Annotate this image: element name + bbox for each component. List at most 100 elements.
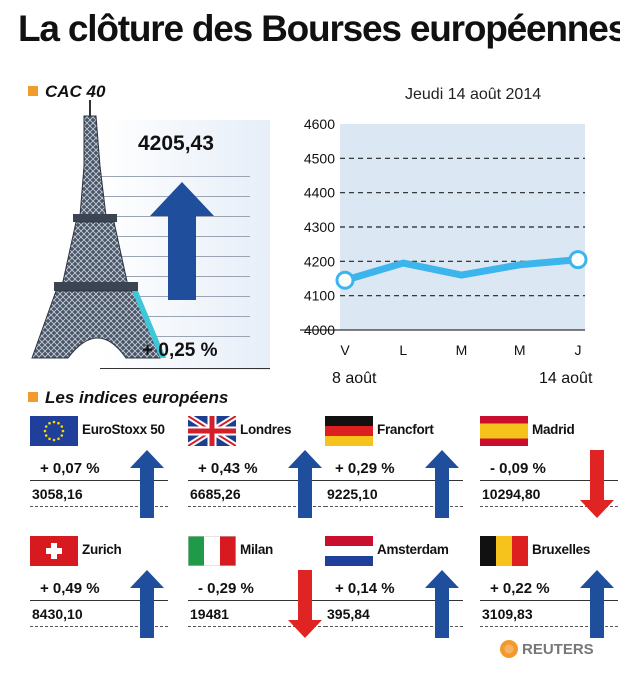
market-card-uk: Londres + 0,43 % 6685,26 [186, 413, 338, 536]
x-tick-label: L [399, 342, 407, 358]
down-arrow-icon [580, 450, 614, 523]
market-name: EuroStoxx 50 [82, 422, 165, 437]
cac-panel-baseline [100, 368, 270, 369]
cac-panel-line [100, 336, 250, 337]
cac-line-chart: 4000 4100 4200 4300 4400 4500 4600 V L M M J [300, 116, 588, 358]
up-arrow-icon [288, 450, 322, 523]
europe-section-heading: Les indices européens [28, 388, 228, 408]
market-name: Amsterdam [377, 542, 449, 557]
market-card-nl: Amsterdam + 0,14 % 395,84 [325, 536, 475, 656]
market-name: Bruxelles [532, 542, 591, 557]
flag-es-icon [480, 416, 528, 446]
market-change: - 0,29 % [198, 580, 254, 597]
flag-nl-icon [325, 536, 373, 566]
market-divider [188, 600, 326, 601]
y-tick-label: 4100 [304, 288, 335, 304]
market-dashed-line [480, 626, 618, 627]
y-tick-label: 4000 [304, 322, 335, 338]
market-value: 395,84 [327, 606, 370, 622]
market-card-es: Madrid - 0,09 % 10294,80 [480, 416, 620, 536]
y-tick-label: 4600 [304, 116, 335, 132]
market-change: + 0,43 % [198, 460, 258, 477]
market-divider [480, 600, 618, 601]
up-arrow-icon [425, 450, 459, 523]
flag-uk-icon [186, 413, 238, 449]
flag-it-icon [187, 535, 237, 567]
reuters-logo-icon [500, 640, 518, 658]
market-dashed-line [325, 506, 463, 507]
market-value: 9225,10 [327, 486, 378, 502]
cac-change: + 0,25 % [142, 340, 218, 361]
market-dashed-line [188, 506, 326, 507]
start-point [335, 270, 355, 290]
market-divider [30, 600, 168, 601]
cac-section-label: CAC 40 [45, 82, 106, 101]
page-title: La clôture des Bourses européennes [18, 8, 620, 49]
market-dashed-line [30, 506, 168, 507]
x-sub-label-end: 14 août [539, 370, 593, 387]
series-line [341, 256, 582, 284]
x-tick-label: V [340, 342, 350, 358]
y-tick-label: 4300 [304, 219, 335, 235]
up-arrow-icon [580, 570, 614, 643]
market-card-it: Milan - 0,29 % 19481 [187, 535, 338, 656]
market-dashed-line [188, 626, 326, 627]
market-dashed-line [480, 506, 618, 507]
down-arrow-icon [288, 570, 322, 643]
market-value: 8430,10 [32, 606, 83, 622]
cac-panel-line [100, 316, 250, 317]
market-card-be: Bruxelles + 0,22 % 3109,83 [480, 536, 620, 656]
market-value: 3109,83 [482, 606, 533, 622]
market-divider [188, 480, 326, 481]
market-divider [30, 480, 168, 481]
market-divider [325, 600, 463, 601]
market-change: + 0,07 % [40, 460, 100, 477]
market-name: Londres [240, 422, 292, 437]
up-arrow-icon [130, 570, 164, 643]
market-value: 3058,16 [32, 486, 83, 502]
x-tick-label: J [575, 342, 582, 358]
market-card-de: Francfort + 0,29 % 9225,10 [325, 416, 475, 536]
cac-value: 4205,43 [138, 132, 214, 155]
y-tick-label: 4400 [304, 185, 335, 201]
y-tick-label: 4200 [304, 253, 335, 269]
cac-up-arrow-icon [150, 182, 214, 300]
market-change: - 0,09 % [490, 460, 546, 477]
orange-square-icon [28, 86, 38, 96]
eiffel-tower-icon [31, 100, 166, 359]
flag-eu-icon [30, 416, 78, 446]
europe-section-label: Les indices européens [45, 388, 229, 407]
x-tick-label: M [456, 342, 468, 358]
market-change: + 0,14 % [335, 580, 395, 597]
market-change: + 0,29 % [335, 460, 395, 477]
market-dashed-line [30, 626, 168, 627]
up-arrow-icon [130, 450, 164, 523]
market-name: Madrid [532, 422, 575, 437]
market-dashed-line [325, 626, 463, 627]
market-value: 10294,80 [482, 486, 541, 502]
orange-square-icon [28, 392, 38, 402]
market-value: 19481 [190, 606, 229, 622]
market-divider [480, 480, 618, 481]
y-tick-label: 4500 [304, 150, 335, 166]
market-change: + 0,22 % [490, 580, 550, 597]
reuters-logo: REUTERS [500, 640, 594, 658]
cac-section-heading: CAC 40 [28, 82, 105, 102]
source-label: REUTERS [522, 641, 594, 658]
flag-ch-icon [30, 536, 78, 566]
x-tick-label: M [514, 342, 526, 358]
flag-de-icon [325, 416, 373, 446]
flag-be-icon [480, 536, 528, 566]
market-change: + 0,49 % [40, 580, 100, 597]
end-point [568, 250, 588, 270]
market-name: Francfort [377, 422, 434, 437]
market-card-ch: Zurich + 0,49 % 8430,10 [30, 536, 180, 656]
market-divider [325, 480, 463, 481]
market-name: Milan [240, 542, 274, 557]
market-card-eu: EuroStoxx 50 + 0,07 % 3058,16 [30, 416, 180, 536]
chart-title: Jeudi 14 août 2014 [405, 86, 542, 103]
market-name: Zurich [82, 542, 122, 557]
x-sub-label-start: 8 août [332, 370, 377, 387]
cac-panel-line [100, 176, 250, 177]
up-arrow-icon [425, 570, 459, 643]
